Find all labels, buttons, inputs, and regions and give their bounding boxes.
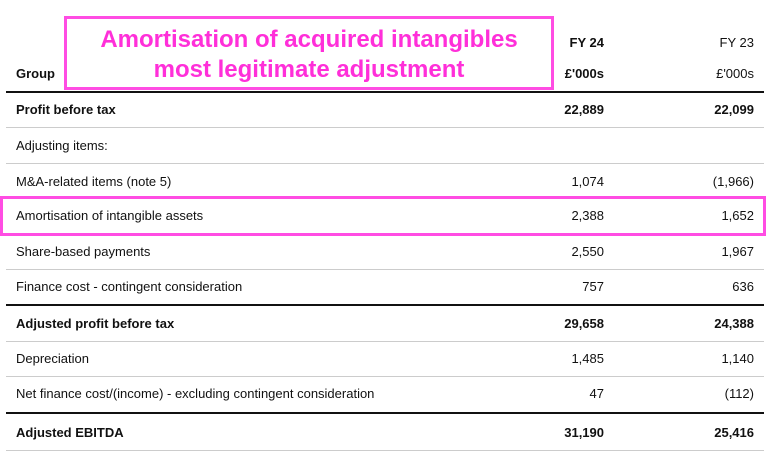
col-fy23-unit: £'000s	[716, 66, 754, 81]
row-value-fy24: 2,550	[571, 244, 604, 259]
total-divider	[6, 412, 764, 414]
row-label: Share-based payments	[16, 244, 151, 259]
row-divider	[6, 127, 764, 128]
row-value-fy23: 1,140	[721, 351, 754, 366]
subtotal-divider	[6, 304, 764, 306]
row-label: Net finance cost/(income) - excluding co…	[16, 386, 375, 401]
row-label: Amortisation of intangible assets	[16, 208, 204, 223]
annotation-callout: Amortisation of acquired intangibles mos…	[64, 16, 554, 90]
row-label: Finance cost - contingent consideration	[16, 279, 243, 294]
group-label: Group	[16, 66, 55, 81]
col-fy24-title: FY 24	[569, 35, 604, 50]
row-label: Adjusted EBITDA	[16, 425, 124, 440]
col-fy24-unit: £'000s	[564, 66, 604, 81]
col-fy23-title: FY 23	[719, 35, 754, 50]
row-divider	[6, 376, 764, 377]
row-value-fy24: 31,190	[564, 425, 604, 440]
row-label: Adjusting items:	[16, 138, 108, 153]
row-value-fy23: 25,416	[714, 425, 754, 440]
row-divider	[6, 341, 764, 342]
row-value-fy24: 1,485	[571, 351, 604, 366]
row-label: M&A-related items (note 5)	[16, 174, 172, 189]
row-label: Depreciation	[16, 351, 89, 366]
row-value-fy24: 2,388	[571, 208, 604, 223]
row-value-fy23: (1,966)	[712, 174, 754, 189]
row-label: Adjusted profit before tax	[16, 316, 175, 331]
amortisation-row-highlight	[0, 196, 766, 236]
row-value-fy23: 22,099	[714, 102, 754, 117]
row-value-fy23: 636	[732, 279, 754, 294]
row-value-fy23: 24,388	[714, 316, 754, 331]
row-divider	[6, 269, 764, 270]
header-divider	[6, 91, 764, 93]
row-value-fy24: 1,074	[571, 174, 604, 189]
row-value-fy24: 47	[589, 386, 604, 401]
row-value-fy24: 29,658	[564, 316, 604, 331]
row-label: Profit before tax	[16, 102, 116, 117]
row-value-fy23: (112)	[724, 386, 754, 401]
callout-line-2: most legitimate adjustment	[153, 56, 465, 83]
row-value-fy23: 1,652	[721, 208, 754, 223]
row-value-fy23: 1,967	[721, 244, 754, 259]
row-divider	[6, 163, 764, 164]
callout-line-1: Amortisation of acquired intangibles	[100, 26, 518, 53]
row-value-fy24: 757	[582, 279, 604, 294]
row-value-fy24: 22,889	[564, 102, 604, 117]
row-divider	[6, 450, 764, 451]
